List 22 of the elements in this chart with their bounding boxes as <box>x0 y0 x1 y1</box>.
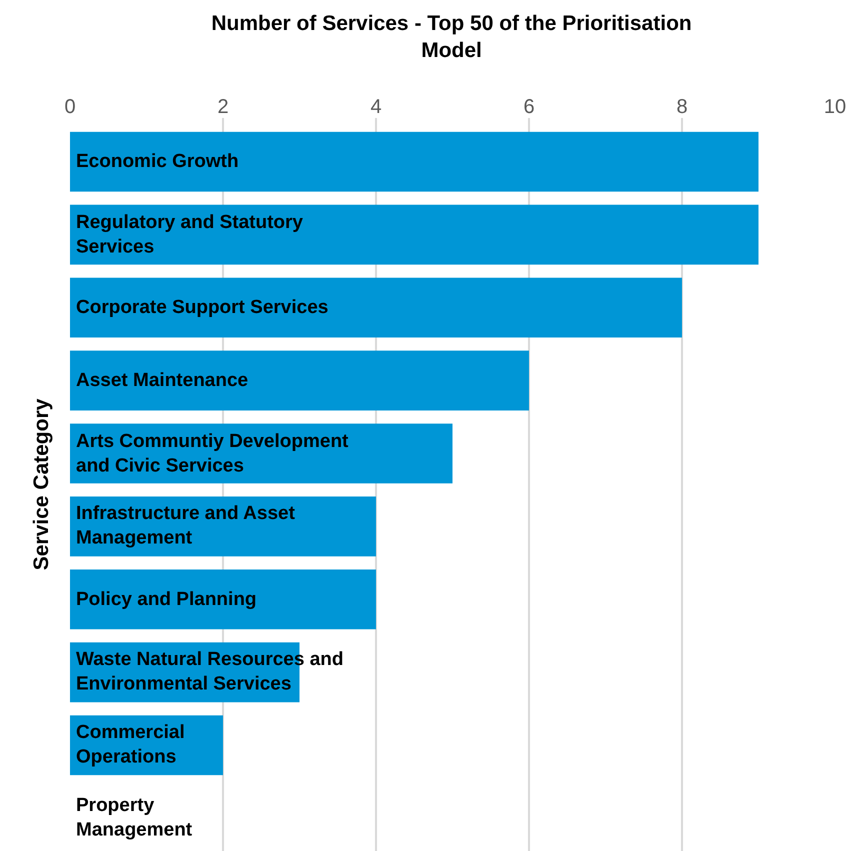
x-tick-label: 4 <box>370 96 382 118</box>
y-tick-label: Infrastructure and Asset Management <box>76 503 296 549</box>
y-tick-label: Policy and Planning <box>76 589 257 610</box>
y-tick-label: Regulatory and Statutory Services <box>76 212 304 258</box>
x-tick-label: 2 <box>217 96 229 118</box>
x-tick-label: 10 <box>824 96 846 118</box>
y-tick-label: Property Management <box>76 795 193 841</box>
x-tick-label: 6 <box>523 96 535 118</box>
y-tick-label: Arts Communtiy Development and Civic Services <box>76 431 350 477</box>
x-tick-label: 8 <box>676 96 688 118</box>
bar <box>70 132 758 192</box>
y-tick-label: Commercial Operations <box>76 722 185 768</box>
x-tick-label: 0 <box>64 96 76 118</box>
y-tick-label: Corporate Support Services <box>76 297 328 318</box>
y-tick-label: Asset Maintenance <box>76 370 248 391</box>
bar <box>70 569 376 630</box>
bar <box>70 350 529 410</box>
y-tick-label: Economic Growth <box>76 151 239 172</box>
bar <box>70 204 758 265</box>
bar <box>70 278 682 338</box>
y-axis-title: Service Category <box>30 398 54 570</box>
chart-title: Number of Services - Top 50 of the Prioritisation Model <box>211 12 692 62</box>
